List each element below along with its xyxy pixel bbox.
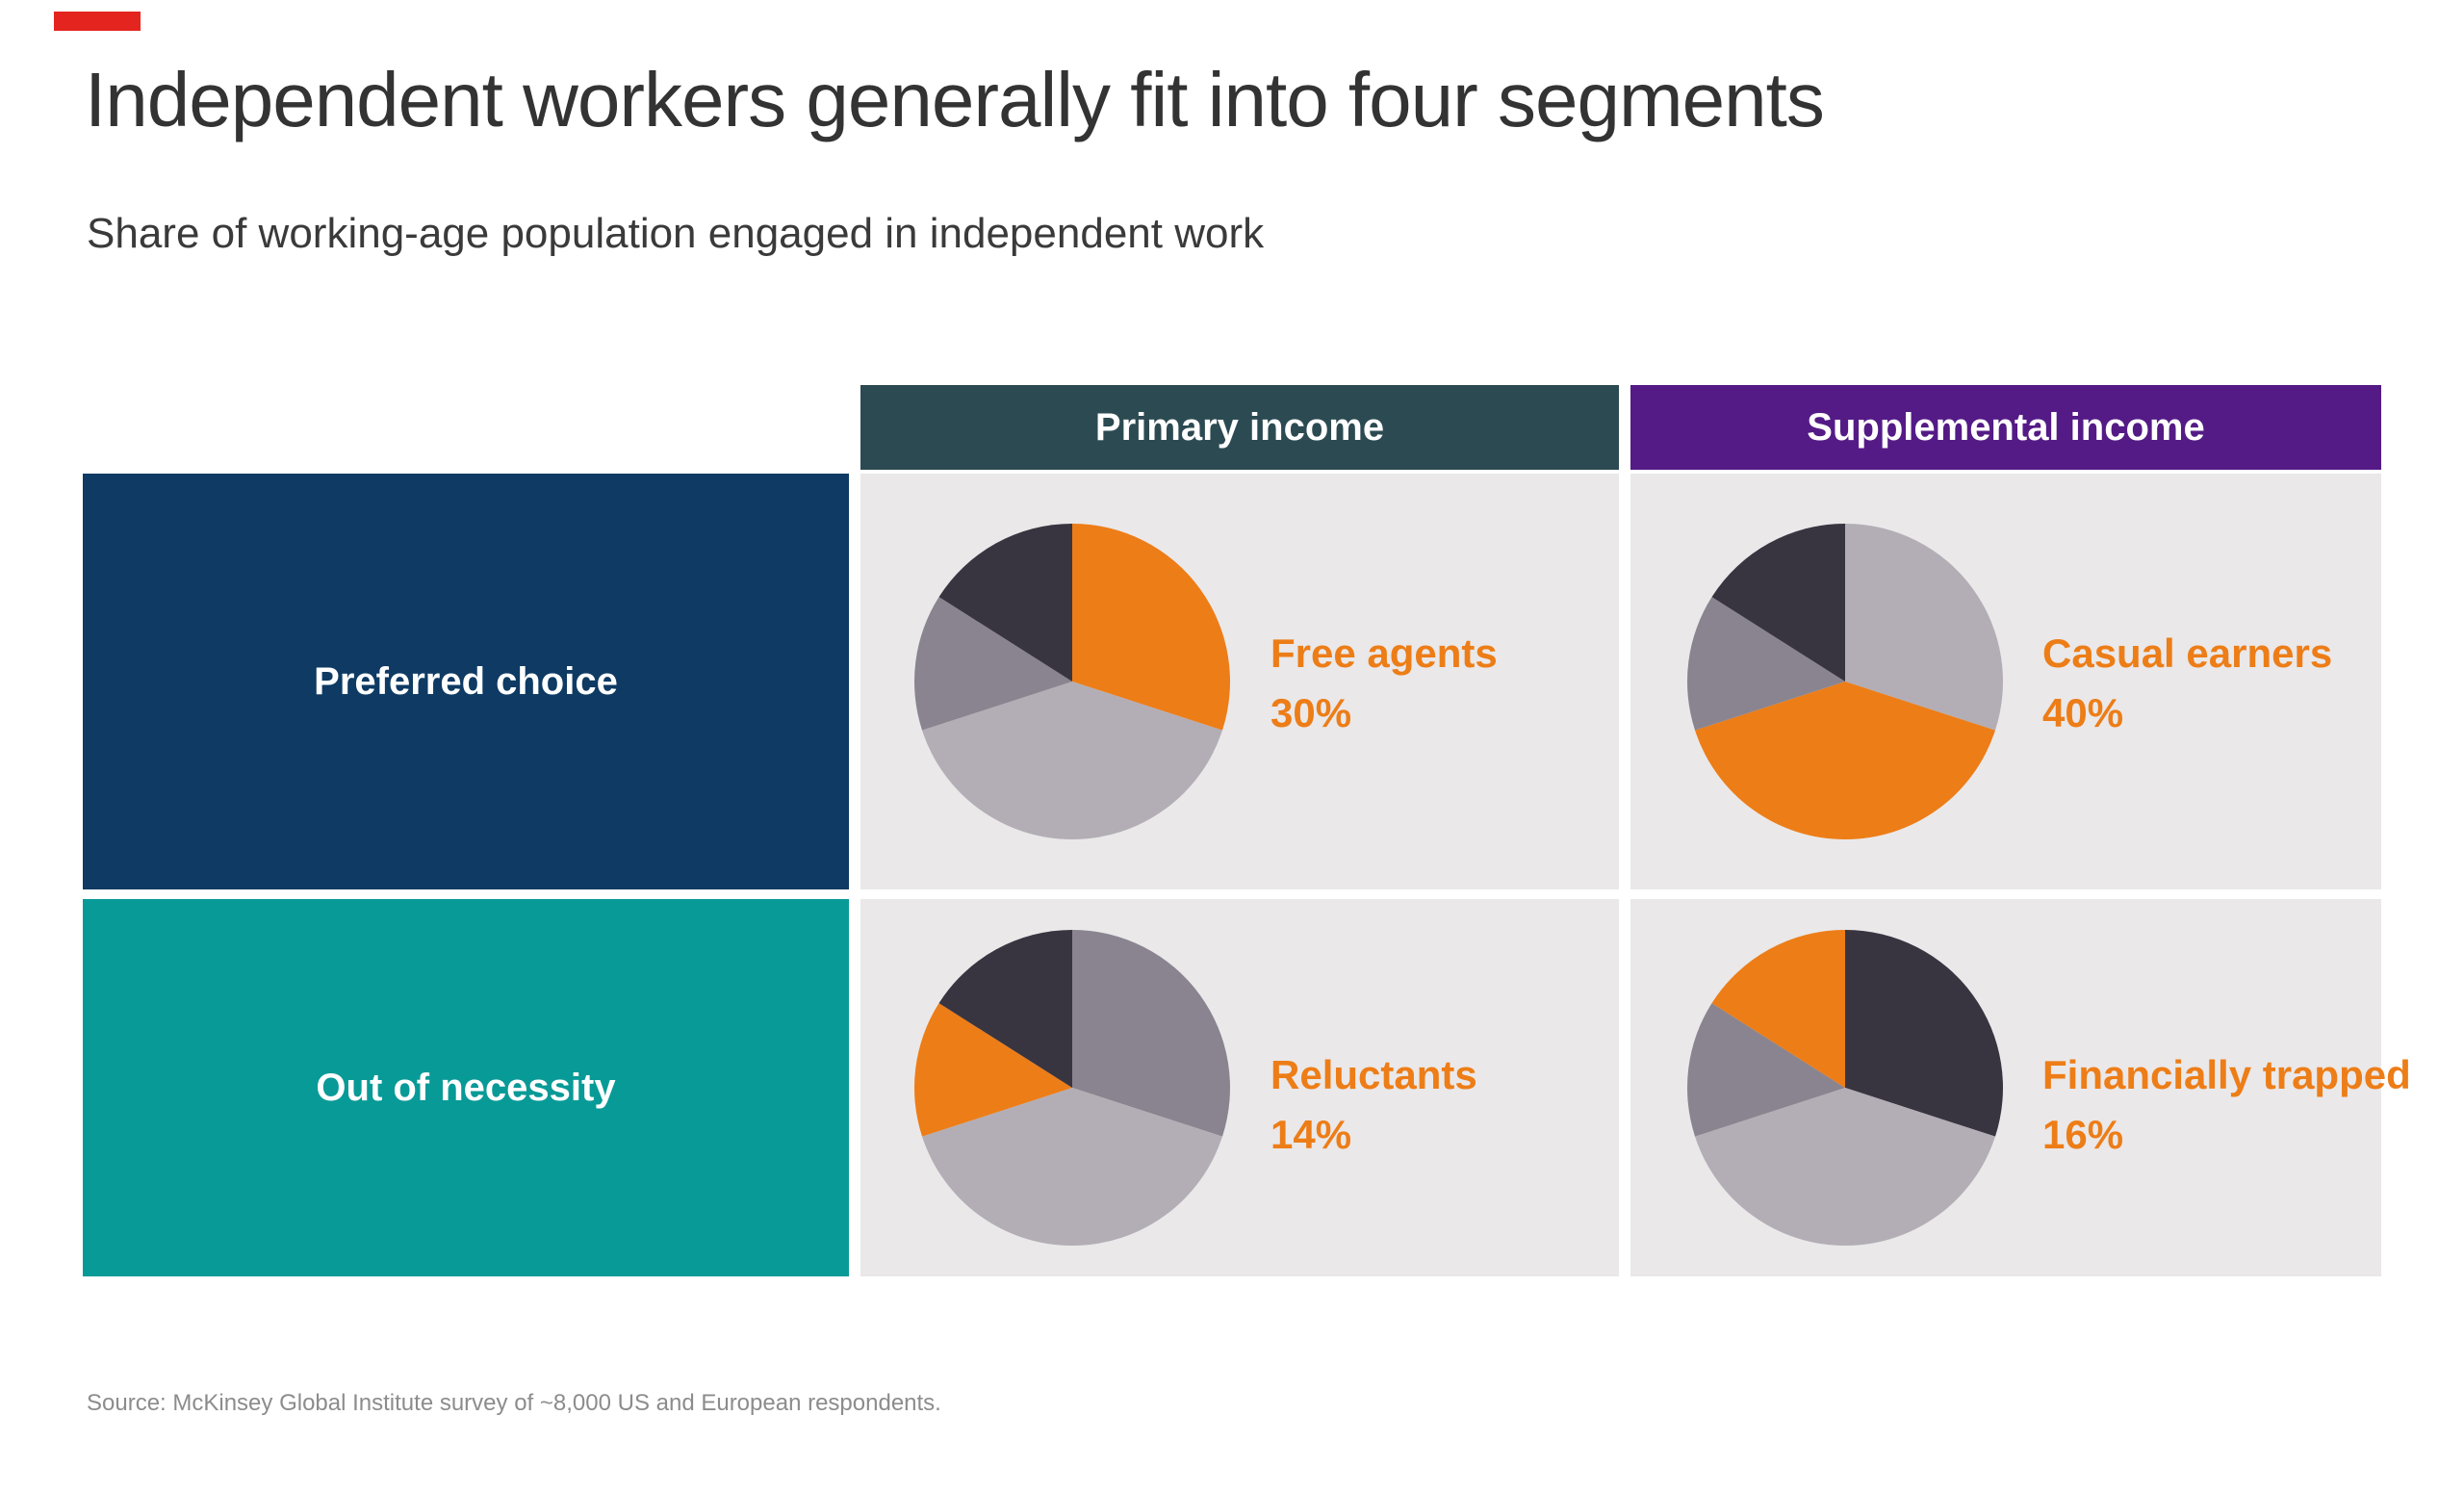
pie-label-financially-trapped: Financially trapped 16% <box>2042 1045 2411 1165</box>
pie-label-free-agents-value: 30% <box>1270 690 1352 735</box>
row-header-preferred-choice-label: Preferred choice <box>314 659 618 703</box>
row-header-out-of-necessity-label: Out of necessity <box>316 1066 616 1109</box>
pie-label-casual-earners-value: 40% <box>2042 690 2124 735</box>
row-header-out-of-necessity: Out of necessity <box>83 899 849 1276</box>
pie-label-reluctants: Reluctants 14% <box>1270 1045 1477 1165</box>
pie-chart-financially-trapped <box>1686 929 2004 1247</box>
page-title: Independent workers generally fit into f… <box>85 57 1825 142</box>
column-header-primary-income: Primary income <box>860 385 1619 470</box>
column-header-supplemental-income: Supplemental income <box>1630 385 2381 470</box>
pie-label-financially-trapped-name: Financially trapped <box>2042 1052 2411 1097</box>
brand-accent-bar <box>54 12 141 31</box>
pie-label-financially-trapped-value: 16% <box>2042 1112 2124 1157</box>
pie-chart-free-agents <box>913 523 1231 840</box>
pie-label-free-agents: Free agents 30% <box>1270 624 1498 743</box>
pie-chart-reluctants <box>913 929 1231 1247</box>
pie-label-casual-earners: Casual earners 40% <box>2042 624 2332 743</box>
column-header-supplemental-income-label: Supplemental income <box>1807 405 2205 449</box>
pie-label-free-agents-name: Free agents <box>1270 631 1498 676</box>
source-note: Source: McKinsey Global Institute survey… <box>87 1390 941 1416</box>
pie-label-reluctants-value: 14% <box>1270 1112 1352 1157</box>
pie-label-reluctants-name: Reluctants <box>1270 1052 1477 1097</box>
pie-label-casual-earners-name: Casual earners <box>2042 631 2333 676</box>
column-header-primary-income-label: Primary income <box>1094 405 1385 449</box>
page-subtitle: Share of working-age population engaged … <box>87 210 1265 257</box>
row-header-preferred-choice: Preferred choice <box>83 474 849 889</box>
pie-chart-casual-earners <box>1686 523 2004 840</box>
